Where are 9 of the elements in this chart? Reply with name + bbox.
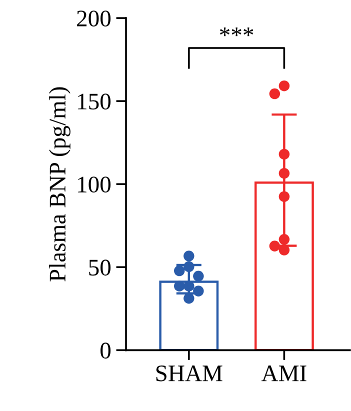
x-tick-label: SHAM [156, 366, 222, 382]
annotation: *** [220, 27, 254, 36]
x-tick-label: AMI [261, 366, 306, 382]
y-tick-label: 100 [78, 176, 111, 193]
y-axis-title: Plasma BNP (pg/ml) [48, 87, 70, 282]
y-tick-label: 0 [100, 342, 111, 359]
y-tick-label: 200 [77, 10, 111, 27]
y-tick-label: 50 [89, 260, 111, 276]
y-tick-label: 150 [78, 94, 111, 110]
